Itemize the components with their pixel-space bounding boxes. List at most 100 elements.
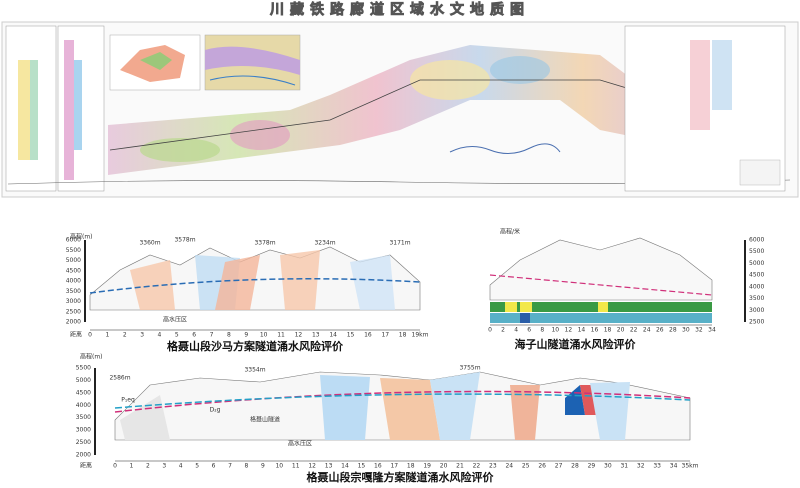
y-tick-label: 4000 <box>749 283 764 290</box>
profile-2 <box>489 237 713 323</box>
x-tick-label: 20 <box>440 463 448 470</box>
caption: 格聂山段宗嘎隆方案隧道涌水风险评价 <box>307 470 495 484</box>
x-tick-label: 3 <box>162 463 166 470</box>
x-tick-label: 1 <box>130 463 134 470</box>
x-tick-label: 24 <box>643 327 651 334</box>
x-tick-label: 12 <box>565 327 573 334</box>
x-tick-label: 1 <box>105 332 109 339</box>
y-tick-label: 4500 <box>66 267 81 274</box>
x-tick-label: 27 <box>555 463 563 470</box>
right-legend <box>624 25 786 192</box>
x-tick-label: 32 <box>695 327 703 334</box>
x-tick-label: 16 <box>374 463 382 470</box>
profile-1 <box>89 246 421 311</box>
mini-profile <box>449 143 561 154</box>
annotation: P₁eq <box>121 397 135 404</box>
x-tick-label: 7 <box>210 332 214 339</box>
x-tick-label: 5 <box>175 332 179 339</box>
y-tick-label: 5000 <box>749 260 764 267</box>
x-tick-label: 17 <box>381 332 389 339</box>
x-tick-label: 20 <box>617 327 625 334</box>
y-tick-label: 5500 <box>66 247 81 254</box>
x-tick-label: 8 <box>245 463 249 470</box>
x-tick-label: 8 <box>227 332 231 339</box>
y-tick-label: 3500 <box>749 295 764 302</box>
annotation: 3378m <box>254 240 275 247</box>
y-tick-label: 4000 <box>76 402 91 409</box>
x-tick-label: 34 <box>708 327 716 334</box>
caption: 海子山隧道涌水风险评价 <box>515 337 637 351</box>
x-tick-label: 22 <box>630 327 638 334</box>
y-tick-label: 5000 <box>66 257 81 264</box>
y-tick-label: 3500 <box>66 288 81 295</box>
x-tick-label: 18 <box>399 332 407 339</box>
annotation: 高水压区 <box>163 316 187 324</box>
x-tick-label: 23 <box>489 463 497 470</box>
x-tick-label: 16 <box>364 332 372 339</box>
annotation: 3171m <box>389 240 410 247</box>
y-tick-label: 2500 <box>749 319 764 326</box>
y-axis-label: 高程(m) <box>70 233 93 241</box>
y-tick-label: 3000 <box>76 427 91 434</box>
x-tick-label: 26 <box>656 327 664 334</box>
y-tick-label: 2500 <box>76 439 91 446</box>
x-tick-label: 7 <box>228 463 232 470</box>
y-tick-label: 2000 <box>66 319 81 326</box>
x-tick-label: 33 <box>653 463 661 470</box>
insets <box>109 34 301 91</box>
annotation: D₂g <box>210 407 221 414</box>
x-tick-label: 19 <box>423 463 431 470</box>
x-tick-label: 25 <box>522 463 530 470</box>
x-tick-label: 29 <box>588 463 596 470</box>
x-tick-label: 32 <box>637 463 645 470</box>
x-tick-label: 4 <box>514 327 518 334</box>
x-tick-label: 12 <box>308 463 316 470</box>
x-tick-label: 11 <box>292 463 300 470</box>
x-tick-label: 26 <box>538 463 546 470</box>
x-tick-label: 2 <box>123 332 127 339</box>
x-tick-label: 17 <box>390 463 398 470</box>
x-tick-label: 28 <box>571 463 579 470</box>
x-tick-label: 24 <box>505 463 513 470</box>
y-tick-label: 2000 <box>76 452 91 459</box>
y-axis-label: 高程/米 <box>500 228 520 236</box>
x-tick-label: 12 <box>295 332 303 339</box>
x-axis-label: 距离 <box>80 462 92 470</box>
profile-3 <box>114 371 691 441</box>
x-tick-label: 15 <box>358 463 366 470</box>
x-tick-label: 31 <box>620 463 628 470</box>
y-tick-label: 3000 <box>66 298 81 305</box>
x-tick-label: 0 <box>88 332 92 339</box>
y-tick-label: 2500 <box>66 308 81 315</box>
x-tick-label: 0 <box>488 327 492 334</box>
x-tick-label: 30 <box>682 327 690 334</box>
x-tick-label: 5 <box>195 463 199 470</box>
annotation: 3755m <box>459 365 480 372</box>
y-tick-label: 6000 <box>749 237 764 244</box>
annotation: 高水压区 <box>288 440 312 448</box>
y-axis-label: 高程(m) <box>80 353 103 361</box>
x-tick-label: 8 <box>540 327 544 334</box>
x-tick-label: 4 <box>158 332 162 339</box>
x-tick-label: 35km <box>682 463 699 470</box>
x-tick-label: 21 <box>456 463 464 470</box>
x-tick-label: 2 <box>501 327 505 334</box>
left-legend <box>5 25 105 192</box>
x-tick-label: 18 <box>604 327 612 334</box>
x-tick-label: 9 <box>244 332 248 339</box>
x-axis-label: 距离 <box>70 331 82 339</box>
y-tick-label: 5500 <box>76 365 91 372</box>
x-tick-label: 28 <box>669 327 677 334</box>
title: 川藏铁路廊道区域水文地质图 <box>269 1 530 18</box>
x-tick-label: 15 <box>347 332 355 339</box>
y-tick-label: 4500 <box>76 389 91 396</box>
x-tick-label: 4 <box>179 463 183 470</box>
annotation: 3354m <box>244 367 265 374</box>
x-tick-label: 18 <box>407 463 415 470</box>
x-tick-label: 30 <box>604 463 612 470</box>
x-tick-label: 11 <box>277 332 285 339</box>
x-tick-label: 14 <box>329 332 337 339</box>
y-tick-label: 3500 <box>76 414 91 421</box>
x-tick-label: 19km <box>412 332 429 339</box>
